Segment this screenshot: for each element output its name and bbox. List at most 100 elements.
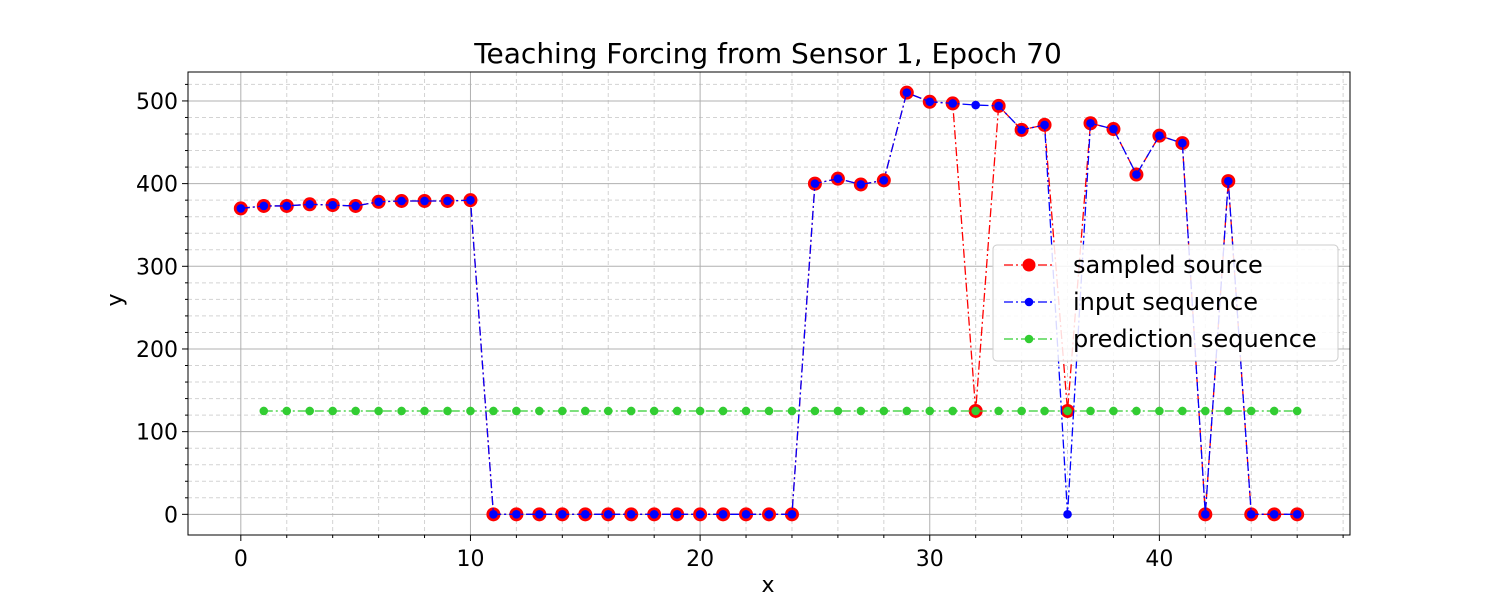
chart-title: Teaching Forcing from Sensor 1, Epoch 70 <box>473 37 1062 70</box>
legend-label: prediction sequence <box>1073 325 1317 353</box>
data-point <box>259 406 269 416</box>
data-point <box>879 406 889 416</box>
data-point <box>1017 125 1026 135</box>
data-point <box>236 204 246 213</box>
legend-marker <box>1024 297 1034 307</box>
data-point <box>580 406 590 416</box>
data-point <box>1040 120 1049 130</box>
series-prediction-sequence <box>259 406 1302 416</box>
x-tick-label: 20 <box>686 547 714 572</box>
data-point <box>971 100 980 110</box>
data-point <box>1246 510 1256 519</box>
data-point <box>558 406 567 416</box>
data-point <box>328 406 337 416</box>
data-point <box>971 406 980 416</box>
x-tick-label: 30 <box>916 547 944 572</box>
data-point <box>466 195 475 205</box>
y-tick-label: 200 <box>136 338 178 363</box>
y-tick-label: 400 <box>136 173 178 198</box>
x-tick-label: 0 <box>234 547 248 572</box>
data-point <box>1223 406 1233 416</box>
data-point <box>626 406 636 416</box>
data-point <box>994 406 1003 416</box>
y-tick-label: 300 <box>136 255 178 280</box>
data-point <box>603 406 613 416</box>
data-point <box>1223 176 1233 186</box>
data-point <box>1109 124 1118 134</box>
data-point <box>259 201 269 211</box>
data-point <box>741 510 751 519</box>
data-point <box>902 406 912 416</box>
data-point <box>902 88 912 97</box>
data-point <box>420 406 429 416</box>
data-point <box>994 101 1003 111</box>
data-point <box>856 180 866 189</box>
data-point <box>948 406 958 416</box>
x-axis-label: x <box>761 573 774 598</box>
data-point <box>351 406 360 416</box>
legend-marker <box>1022 258 1036 272</box>
data-point <box>810 406 820 416</box>
data-point <box>1201 510 1210 519</box>
data-point <box>1132 170 1141 179</box>
data-point <box>741 406 751 416</box>
data-point <box>489 510 498 519</box>
plot-frame <box>187 71 1351 536</box>
data-point <box>397 196 406 206</box>
data-point <box>672 510 682 519</box>
data-point <box>1086 118 1095 128</box>
data-point <box>603 510 613 519</box>
data-point <box>1292 406 1302 416</box>
data-point <box>535 510 544 519</box>
data-point <box>328 200 337 210</box>
data-point <box>1155 406 1164 416</box>
data-point <box>925 97 935 107</box>
data-point <box>351 201 360 211</box>
data-point <box>1040 406 1049 416</box>
data-point <box>282 201 292 211</box>
data-point <box>580 510 590 519</box>
data-point <box>764 510 774 519</box>
y-tick-label: 500 <box>136 90 178 115</box>
data-point <box>833 174 843 183</box>
data-point <box>626 510 636 519</box>
data-point <box>718 510 728 519</box>
data-point <box>787 406 797 416</box>
data-point <box>466 406 475 416</box>
x-tick-label: 40 <box>1145 547 1173 572</box>
data-point <box>695 510 705 519</box>
data-point <box>558 510 567 519</box>
data-point <box>1201 406 1210 416</box>
data-point <box>718 406 728 416</box>
series-layer <box>233 85 1305 522</box>
data-point <box>787 510 797 519</box>
data-point <box>764 406 774 416</box>
data-point <box>1155 131 1164 140</box>
data-point <box>1017 406 1026 416</box>
data-point <box>420 196 429 206</box>
data-point <box>810 179 820 188</box>
data-point <box>1086 406 1095 416</box>
data-point <box>1063 510 1072 519</box>
data-point <box>1178 406 1187 416</box>
y-tick-label: 0 <box>164 503 178 528</box>
y-axis-label: y <box>103 293 128 306</box>
legend-label: input sequence <box>1073 288 1258 316</box>
data-point <box>1246 406 1256 416</box>
data-point <box>282 406 292 416</box>
legend: sampled source input sequence prediction s… <box>992 244 1339 362</box>
data-point <box>305 406 315 416</box>
data-point <box>489 406 498 416</box>
data-point <box>443 196 452 206</box>
legend-marker <box>1024 334 1034 344</box>
data-point <box>443 406 452 416</box>
data-point <box>512 510 521 519</box>
data-point <box>1063 406 1072 416</box>
data-point <box>1269 406 1279 416</box>
y-tick-label: 100 <box>136 421 178 446</box>
data-point <box>948 99 958 108</box>
data-point <box>305 199 315 209</box>
data-point <box>649 510 659 519</box>
data-point <box>1178 138 1187 148</box>
